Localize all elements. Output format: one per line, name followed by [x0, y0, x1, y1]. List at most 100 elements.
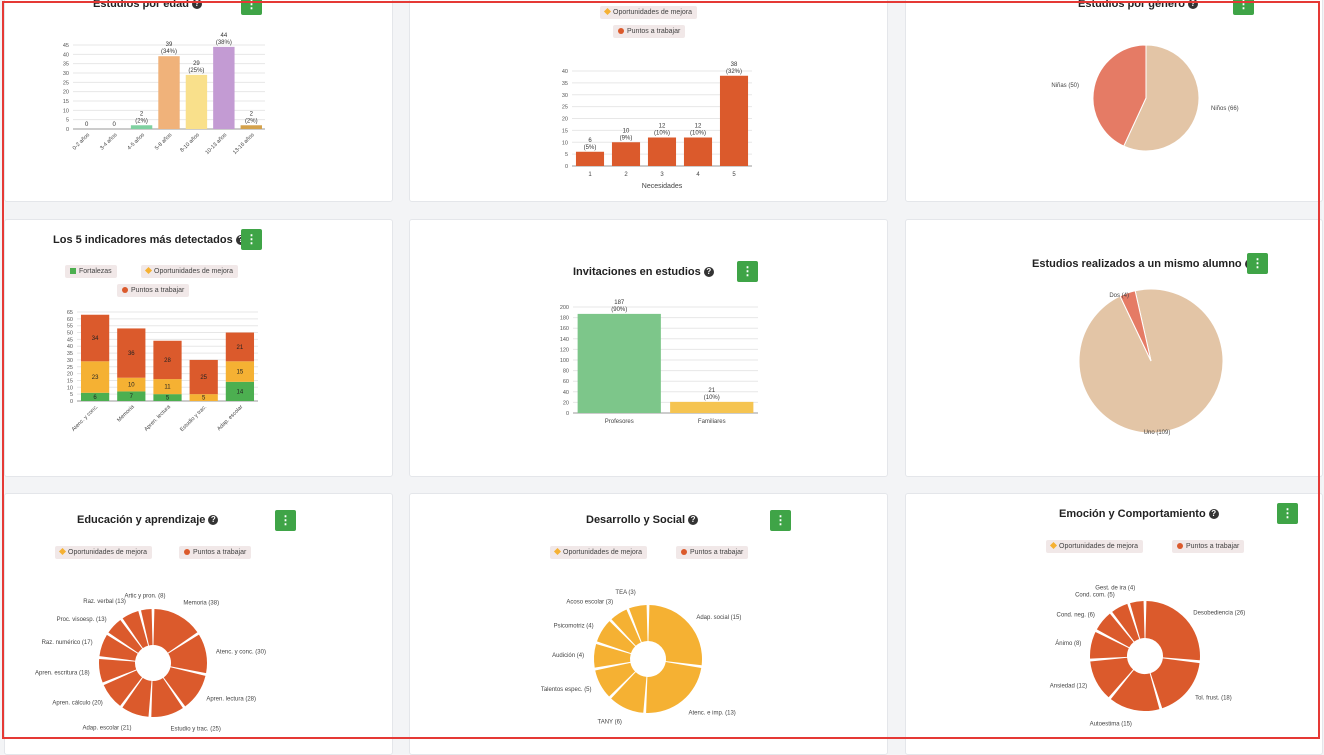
bar — [130, 125, 153, 129]
chart-menu-button[interactable]: ⋮ — [737, 261, 758, 282]
slice-label: Niños (66) — [1211, 106, 1239, 112]
legend-puntos[interactable]: Puntos a trabajar — [117, 284, 190, 297]
x-tick-label: 8-10 años — [179, 132, 201, 154]
data-label-percent: (10%) — [704, 395, 720, 401]
slice-label: Psicomotriz (4) — [554, 623, 594, 629]
legend-puntos[interactable]: Puntos a trabajar — [676, 546, 749, 559]
data-label-percent: (38%) — [216, 40, 232, 46]
donut-slice — [122, 677, 152, 717]
data-label: 0 — [85, 122, 89, 128]
data-label-value: 2 — [250, 111, 254, 117]
y-tick-label: 55 — [67, 324, 73, 330]
data-label: 5 — [202, 396, 206, 402]
y-tick-label: 15 — [63, 99, 69, 105]
chart-menu-button[interactable]: ⋮ — [1233, 0, 1254, 15]
legend-oportunidades[interactable]: Oportunidades de mejora — [600, 6, 697, 19]
y-tick-label: 5 — [565, 152, 568, 158]
dot-icon — [681, 549, 687, 555]
chart-mismo-alumno: Uno (109) Dos (4) — [1078, 288, 1224, 436]
legend-oportunidades[interactable]: Oportunidades de mejora — [550, 546, 647, 559]
x-tick-label: Profesores — [605, 419, 634, 425]
legend-puntos[interactable]: Puntos a trabajar — [1172, 540, 1245, 553]
data-label-percent: (5%) — [584, 145, 597, 151]
legend-oportunidades[interactable]: Oportunidades de mejora — [141, 265, 238, 278]
y-tick-label: 25 — [562, 105, 568, 111]
help-icon[interactable]: ? — [208, 515, 219, 525]
chart-estudios-por-genero: Niños (66) Niñas (50) — [1051, 44, 1239, 152]
help-icon[interactable]: ? — [1187, 0, 1198, 9]
slice-label: TEA (3) — [615, 590, 635, 596]
y-tick-label: 60 — [67, 317, 73, 323]
data-label-value: 2 — [140, 111, 144, 117]
help-icon[interactable]: ? — [703, 267, 714, 277]
help-icon[interactable]: ? — [688, 515, 699, 525]
bar — [670, 401, 754, 413]
x-axis-label: Necesidades — [642, 183, 683, 190]
help-icon[interactable]: ? — [191, 0, 202, 9]
legend-fortalezas[interactable]: Fortalezas — [65, 265, 117, 278]
legend-oportunidades[interactable]: Oportunidades de mejora — [55, 546, 152, 559]
chart-menu-button[interactable]: ⋮ — [1277, 503, 1298, 524]
data-label-value: 187 — [614, 300, 625, 306]
slice-label: Uno (109) — [1144, 430, 1171, 436]
data-label-percent: (9%) — [620, 135, 633, 141]
slice-label: Autoestima (15) — [1090, 722, 1132, 728]
x-tick-label: Memoria — [116, 404, 136, 424]
slice-label: TANY (6) — [597, 719, 621, 725]
card-title: Estudios por género? — [1078, 0, 1198, 10]
help-icon[interactable]: ? — [1208, 509, 1219, 519]
chart-menu-button[interactable]: ⋮ — [241, 0, 262, 15]
chart-desarrollo: Adap. social (15) Atenc. e imp. (13) TANY … — [541, 590, 742, 725]
card-title: Los 5 indicadores más detectados? — [53, 234, 246, 246]
x-tick-label: 13-16 años — [232, 132, 256, 156]
data-label: 23 — [92, 375, 99, 381]
y-tick-label: 35 — [562, 81, 568, 87]
slice-label: Apren. lectura (28) — [206, 696, 256, 702]
donut-slice — [611, 609, 641, 646]
y-tick-label: 80 — [563, 369, 569, 375]
chart-menu-button[interactable]: ⋮ — [1247, 253, 1268, 274]
slice-label: Tol. frust. (18) — [1195, 695, 1232, 701]
slice-label: Talentos espec. (5) — [541, 687, 592, 693]
donut-slice — [1112, 603, 1140, 642]
card-estudios-por-genero: Estudios por género? ⋮ Niños (66) Niñas (… — [905, 0, 1323, 202]
card-necesidades: Oportunidades de mejora Puntos a trabaja… — [409, 0, 888, 202]
x-tick-label: 4-5 años — [127, 132, 147, 152]
y-tick-label: 180 — [560, 316, 569, 322]
donut-slice — [168, 634, 207, 674]
chart-menu-button[interactable]: ⋮ — [275, 510, 296, 531]
donut-slice — [103, 670, 143, 706]
donut-slice — [151, 677, 183, 717]
y-tick-label: 20 — [67, 372, 73, 378]
chart-menu-button[interactable]: ⋮ — [770, 510, 791, 531]
x-tick-label: 0-2 años — [72, 132, 92, 152]
slice-label: Cond. neg. (6) — [1057, 613, 1095, 619]
x-tick-label: Estudio y trac. — [179, 404, 208, 433]
pie-slice — [1123, 44, 1200, 152]
slice-label: Estudio y trac. (25) — [171, 727, 221, 733]
dot-icon — [618, 28, 624, 34]
data-label-percent: (32%) — [726, 69, 742, 75]
card-title: Emoción y Comportamiento? — [1059, 508, 1219, 520]
data-label: 14 — [237, 389, 244, 395]
legend-puntos[interactable]: Puntos a trabajar — [613, 25, 686, 38]
slice-label: Raz. numérico (17) — [42, 640, 93, 646]
y-tick-label: 30 — [562, 93, 568, 99]
data-label: 7 — [130, 394, 134, 400]
slice-label: Atenc. e imp. (13) — [688, 711, 735, 717]
bar-segment — [189, 394, 218, 401]
x-tick-label: 10-13 años — [205, 132, 229, 156]
y-tick-label: 35 — [67, 351, 73, 357]
chart-necesidades: 05101520253035406(5%)110(9%)212(10%)312(… — [562, 62, 752, 190]
bar-segment — [80, 361, 110, 393]
y-tick-label: 10 — [562, 140, 568, 146]
chart-menu-button[interactable]: ⋮ — [241, 229, 262, 250]
card-invitaciones: Invitaciones en estudios? ⋮ 0 20 40 60 80 100… — [409, 219, 888, 477]
y-tick-label: 40 — [63, 52, 69, 58]
y-tick-label: 15 — [562, 128, 568, 134]
y-tick-label: 140 — [560, 337, 569, 343]
help-icon[interactable]: ? — [235, 235, 246, 245]
legend-oportunidades[interactable]: Oportunidades de mejora — [1046, 540, 1143, 553]
legend-puntos[interactable]: Puntos a trabajar — [179, 546, 252, 559]
